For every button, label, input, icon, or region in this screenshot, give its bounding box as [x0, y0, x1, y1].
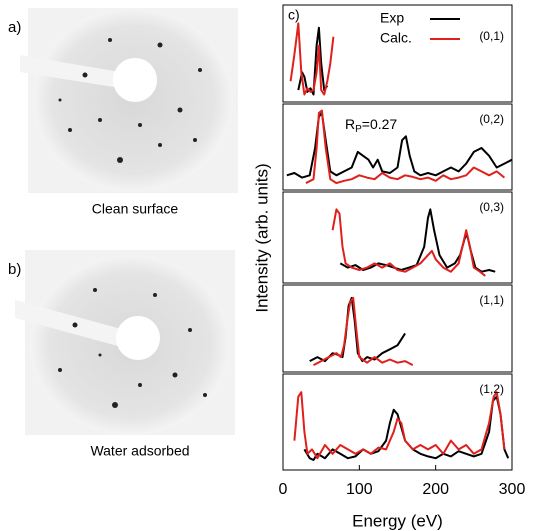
r-factor-part: R [345, 116, 355, 132]
panel-frame [282, 103, 513, 191]
data-line [313, 296, 414, 366]
x-tick-label: 200 [422, 481, 449, 498]
panel-annotation: (1,1) [479, 293, 504, 307]
panel-annotation: (1,2) [479, 382, 504, 396]
y-axis-label: Intensity (arb. units) [252, 163, 271, 312]
legend-label: Exp [380, 10, 404, 26]
data-line [297, 26, 329, 96]
data-line [309, 296, 406, 363]
panel-annotation: (0,3) [479, 200, 504, 214]
x-tick-label: 100 [346, 481, 373, 498]
legend-label: Calc. [380, 30, 412, 46]
x-tick-label: 300 [499, 481, 526, 498]
data-line [305, 109, 506, 185]
image-caption: Water adsorbed [90, 443, 189, 459]
panel-label: a) [8, 19, 21, 36]
panel-annotation: (0,2) [479, 112, 504, 126]
panel-frame [282, 373, 513, 471]
panel-label: b) [8, 261, 21, 278]
data-line [331, 208, 486, 277]
panel-frame [282, 284, 513, 373]
image-caption: Clean surface [92, 201, 179, 217]
r-factor-part: P [355, 124, 362, 135]
panel-label: c) [288, 7, 300, 23]
r-factor-part: =0.27 [362, 116, 398, 132]
panel-annotation: (0,1) [479, 29, 504, 43]
x-axis-label: Energy (eV) [352, 511, 443, 530]
data-line [293, 391, 506, 460]
x-tick-label: 0 [279, 481, 288, 498]
panel-frame [282, 4, 513, 103]
leed-image-a [20, 8, 238, 193]
data-line [286, 111, 513, 179]
leed-image-b [15, 250, 235, 435]
r-factor: RP=0.27 [345, 116, 397, 135]
panel-frame [282, 191, 513, 284]
data-line [289, 22, 335, 96]
